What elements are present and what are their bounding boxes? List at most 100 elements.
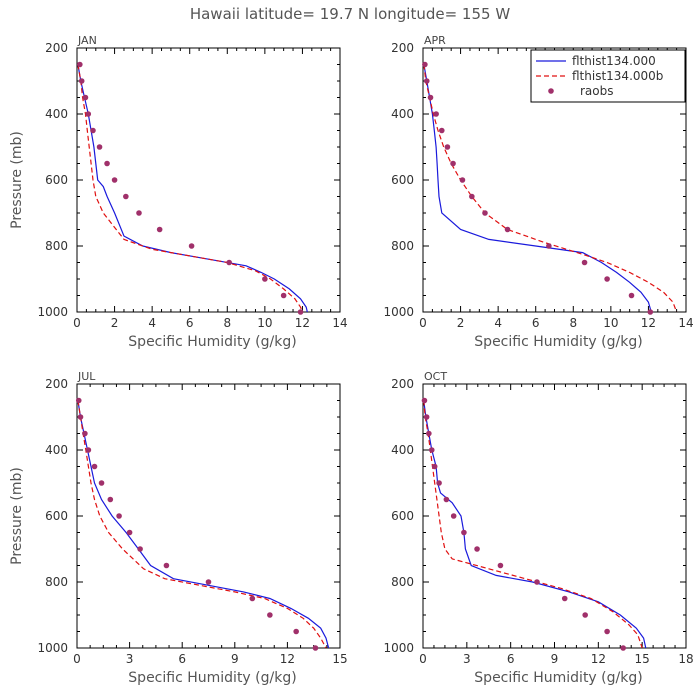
- x-tick-label: 3: [463, 652, 471, 666]
- y-tick-label: 600: [45, 173, 68, 187]
- raobs-point: [422, 61, 428, 68]
- raobs-point: [450, 160, 456, 167]
- x-tick-label: 8: [569, 316, 577, 330]
- x-tick-label: 0: [419, 316, 427, 330]
- raobs-point: [98, 480, 105, 486]
- y-tick-label: 1000: [383, 641, 414, 655]
- raobs-point: [136, 210, 142, 216]
- raobs-point: [604, 276, 610, 282]
- series-group: [77, 400, 330, 648]
- series-group: [77, 64, 308, 312]
- raobs-point: [474, 546, 480, 552]
- raobs-point: [469, 193, 475, 200]
- panel-oct: 0 3 6 9 12 15 18 200 400 600 800 1000 OCT Specific Hu…: [383, 370, 693, 686]
- series-flthist-b-line: [423, 400, 643, 648]
- x-tick-label: 15: [635, 652, 650, 666]
- x-tick-label: 6: [532, 316, 540, 330]
- raobs-point: [421, 397, 428, 404]
- y-tick-label: 400: [45, 107, 68, 121]
- raobs-point: [459, 177, 466, 183]
- series-flthist-line: [77, 400, 330, 648]
- raobs-point: [75, 397, 82, 404]
- raobs-point: [461, 529, 467, 536]
- raobs-point: [85, 111, 92, 117]
- series-flthist-b-line: [77, 64, 303, 312]
- raobs-point: [156, 226, 163, 233]
- y-axis-label: Pressure (mb): [9, 131, 25, 229]
- y-tick-label: 200: [45, 377, 68, 391]
- raobs-point: [423, 78, 430, 84]
- y-tick-label: 400: [391, 443, 414, 457]
- x-tick-label: 4: [148, 316, 156, 330]
- legend-swatch-marker: [548, 88, 554, 94]
- series-flthist-b-line: [77, 400, 327, 648]
- y-tick-label: 600: [45, 509, 68, 523]
- raobs-point: [444, 144, 451, 150]
- raobs-point: [312, 645, 319, 651]
- y-tick-label: 1000: [37, 305, 68, 319]
- x-tick-label: 0: [73, 652, 81, 666]
- raobs-point: [249, 595, 256, 602]
- raobs-point: [297, 309, 304, 315]
- x-tick-label: 15: [332, 652, 347, 666]
- raobs-point: [188, 243, 195, 249]
- y-tick-label: 800: [45, 575, 68, 589]
- panel-title: JAN: [77, 34, 97, 47]
- raobs-point: [443, 496, 450, 503]
- series-flthist-line: [423, 64, 652, 312]
- x-tick-label: 8: [223, 316, 231, 330]
- panel-title: OCT: [424, 370, 447, 383]
- raobs-point: [293, 628, 299, 635]
- raobs-point: [423, 414, 430, 420]
- y-tick-label: 1000: [37, 641, 68, 655]
- raobs-point: [137, 546, 143, 552]
- x-tick-label: 0: [419, 652, 427, 666]
- legend-label: raobs: [580, 84, 614, 98]
- raobs-point: [604, 628, 610, 635]
- y-tick-label: 200: [391, 377, 414, 391]
- x-tick-label: 10: [257, 316, 272, 330]
- raobs-point: [82, 430, 88, 437]
- x-tick-label: 9: [551, 652, 559, 666]
- x-tick-label: 6: [507, 652, 515, 666]
- raobs-point: [561, 595, 568, 602]
- x-axis-label: Specific Humidity (g/kg): [474, 334, 642, 350]
- x-tick-label: 6: [178, 652, 186, 666]
- raobs-point: [450, 513, 457, 519]
- legend-label: flthist134.000: [572, 54, 656, 68]
- y-axis-label: Pressure (mb): [9, 467, 25, 565]
- series-flthist-line: [423, 400, 647, 648]
- x-axis-label: Specific Humidity (g/kg): [474, 670, 642, 686]
- raobs-point: [226, 259, 232, 266]
- series-flthist-line: [77, 64, 308, 312]
- raobs-point: [436, 480, 442, 486]
- raobs-point: [546, 243, 552, 249]
- x-tick-label: 9: [231, 652, 239, 666]
- x-tick-label: 12: [295, 316, 310, 330]
- raobs-point: [91, 463, 98, 470]
- raobs-point: [497, 562, 504, 569]
- raobs-point: [582, 612, 588, 618]
- series-group: [423, 400, 647, 648]
- x-axis-label: Specific Humidity (g/kg): [128, 334, 296, 350]
- panel-title: JUL: [77, 370, 96, 383]
- x-tick-label: 14: [678, 316, 693, 330]
- x-axis-label: Specific Humidity (g/kg): [128, 670, 296, 686]
- y-tick-label: 600: [391, 173, 414, 187]
- raobs-point: [77, 414, 84, 420]
- y-tick-label: 1000: [383, 305, 414, 319]
- raobs-point: [427, 94, 434, 101]
- raobs-point: [433, 111, 439, 117]
- raobs-point: [78, 78, 85, 84]
- raobs-point: [482, 210, 488, 216]
- y-tick-label: 800: [391, 239, 414, 253]
- panel-jan: 0 2 4 6 8 10 12 14 200 400 600 800 1000 JAN Specific H…: [9, 34, 348, 350]
- raobs-point: [504, 226, 511, 233]
- raobs-point: [163, 562, 170, 569]
- raobs-point: [96, 144, 103, 150]
- y-tick-label: 800: [391, 575, 414, 589]
- raobs-point: [111, 177, 118, 183]
- y-tick-label: 400: [45, 443, 68, 457]
- raobs-point: [205, 579, 212, 585]
